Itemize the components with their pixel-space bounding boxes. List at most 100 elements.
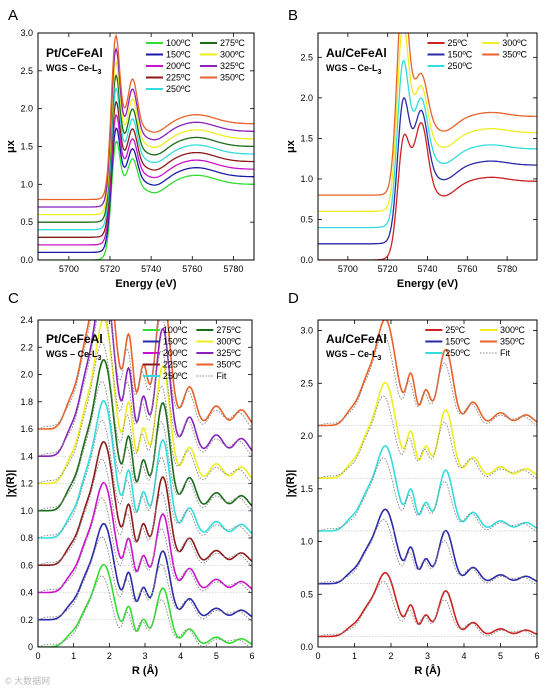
- series-line: [38, 440, 252, 566]
- y-tick-label: 2.0: [20, 104, 33, 114]
- x-tick-label: 5700: [59, 264, 79, 274]
- y-tick-label: 0.2: [20, 615, 33, 625]
- x-tick-label: 4: [461, 651, 466, 661]
- legend-entry: 150ºC: [445, 337, 470, 347]
- fit-line: [38, 497, 252, 594]
- series-line: [38, 399, 252, 539]
- series-line: [38, 358, 252, 512]
- y-tick-label: 1.2: [20, 479, 33, 489]
- legend-entry: 250ºC: [166, 84, 191, 94]
- y-tick-label: 0: [28, 642, 33, 652]
- legend-entry: 25ºC: [445, 325, 465, 335]
- fit-line: [38, 320, 252, 430]
- legend-entry: 250ºC: [163, 371, 188, 381]
- series-line: [38, 100, 254, 238]
- series-line: [318, 59, 537, 229]
- plot-area: [318, 33, 537, 260]
- legend-entry: 300ºC: [502, 38, 527, 48]
- y-tick-label: 3.0: [20, 28, 33, 38]
- legend-entry: 350ºC: [220, 73, 245, 83]
- x-tick-label: 5700: [338, 264, 358, 274]
- plot-area: [38, 33, 254, 260]
- x-tick-label: 5740: [417, 264, 437, 274]
- fit-line: [318, 395, 537, 479]
- plot-frame: [317, 319, 538, 648]
- legend-entry: 275ºC: [220, 38, 245, 48]
- series-line: [38, 60, 254, 216]
- y-tick-label: 1.4: [20, 451, 33, 461]
- chart-subtitle: WGS – Ce-L3: [326, 63, 382, 76]
- y-tick-label: 2.2: [20, 342, 33, 352]
- x-tick-label: 5: [498, 651, 503, 661]
- plot-frame: [37, 319, 253, 648]
- series-line: [38, 320, 252, 485]
- x-tick-label: 4: [178, 651, 183, 661]
- panel-letter: C: [8, 290, 19, 307]
- panel-c: C 0 1 2 3 4 5 6 0 0.2 0.4 0.6 0.8 1.0 1.2 1.4 1.6 1.8 2.0 2…: [5, 290, 255, 677]
- legend-entry: 250ºC: [448, 61, 473, 71]
- legend-entry: 100ºC: [166, 38, 191, 48]
- legend-entry: 100ºC: [163, 325, 188, 335]
- x-tick-label: 5760: [182, 264, 202, 274]
- series-line: [38, 320, 252, 430]
- legend-entry: 250ºC: [445, 348, 470, 358]
- x-tick-label: 5: [214, 651, 219, 661]
- y-tick-label: 1.0: [300, 174, 313, 184]
- legend-entry: 150ºC: [163, 337, 188, 347]
- series-line: [38, 481, 252, 594]
- y-tick-label: 0.5: [300, 214, 313, 224]
- y-tick-label: 2.0: [300, 93, 313, 103]
- y-axis-label: μx: [5, 139, 17, 153]
- legend-entry: 350ºC: [216, 360, 241, 370]
- legend-entry: Fit: [216, 371, 226, 381]
- y-tick-label: 1.0: [20, 179, 33, 189]
- series-line: [318, 33, 537, 213]
- x-tick-label: 3: [425, 651, 430, 661]
- y-tick-label: 1.6: [20, 424, 33, 434]
- series-line: [318, 571, 537, 638]
- y-tick-label: 0.6: [20, 560, 33, 570]
- y-tick-label: 0.0: [300, 642, 313, 652]
- legend-entry: 300ºC: [500, 325, 525, 335]
- panel-b: B 5700 5720 5740 5760 5780 0.0 0.5 1.0 1.5 2.0 2.5 E…: [285, 7, 538, 290]
- y-tick-label: 3.0: [300, 326, 313, 336]
- legend-entry: 350ºC: [502, 50, 527, 60]
- y-axis-label: |χ(R)|: [5, 470, 17, 498]
- series-line: [38, 33, 254, 201]
- fit-line: [318, 580, 537, 638]
- plot-area: [318, 320, 537, 638]
- chart-subtitle: WGS – Ce-L3: [326, 349, 382, 362]
- chart-title: Au/CeFeAl: [326, 332, 387, 346]
- y-tick-label: 0.0: [300, 255, 313, 265]
- x-tick-label: 1: [71, 651, 76, 661]
- panel-d: D 0 1 2 3 4 5 6 0.0 0.5 1.0 1.5 2.0 2.5 3.0 R (Å) |χ(R)|…: [285, 290, 540, 677]
- fit-line: [318, 457, 537, 532]
- y-tick-label: 2.5: [300, 378, 313, 388]
- legend-entry: 200ºC: [166, 61, 191, 71]
- fit-line: [38, 575, 251, 647]
- series-line: [38, 47, 254, 208]
- legend-entry: 300ºC: [220, 50, 245, 60]
- y-axis-label: μx: [285, 139, 297, 153]
- y-tick-label: 0.5: [300, 589, 313, 599]
- y-tick-label: 1.5: [300, 133, 313, 143]
- series-line: [38, 320, 252, 457]
- series-line: [38, 87, 254, 231]
- y-tick-label: 1.8: [20, 397, 33, 407]
- x-tick-label: 5780: [223, 264, 243, 274]
- chart-title: Pt/CeFeAl: [46, 332, 103, 346]
- y-tick-label: 0.5: [20, 217, 33, 227]
- series-line: [318, 320, 537, 427]
- legend-entry: 200ºC: [163, 348, 188, 358]
- series-line: [38, 140, 254, 260]
- x-axis-label: Energy (eV): [115, 278, 176, 290]
- chart-title: Pt/CeFeAl: [46, 46, 103, 60]
- series-line: [318, 122, 537, 260]
- x-tick-label: 0: [35, 651, 40, 661]
- legend-entry: 275ºC: [216, 325, 241, 335]
- x-tick-label: 5740: [141, 264, 161, 274]
- series-line: [38, 127, 254, 254]
- y-tick-label: 1.5: [300, 484, 313, 494]
